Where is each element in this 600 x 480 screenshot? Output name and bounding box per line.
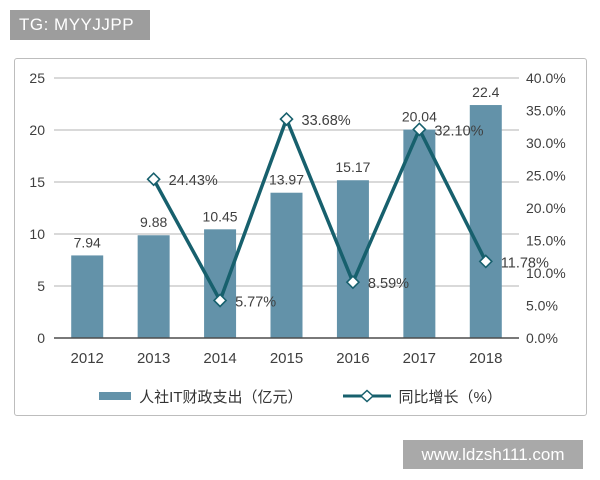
line-value-label: 33.68% [302, 113, 351, 129]
bar-2017 [403, 129, 436, 338]
legend-line-label: 同比增长（%） [398, 388, 502, 406]
line-diamond-icon [342, 389, 391, 403]
bar-value-label: 9.88 [140, 214, 167, 230]
x-axis-label: 2016 [336, 350, 369, 367]
right-axis-tick-label: 25.0% [526, 168, 566, 184]
x-axis-label: 2013 [137, 350, 170, 367]
line-marker-diamond [212, 293, 228, 308]
line-value-label: 8.59% [368, 276, 409, 292]
x-axis-label: 2018 [469, 350, 502, 367]
chart-legend: 人社IT财政支出（亿元） 同比增长（%） [15, 385, 586, 407]
legend-item-line: 同比增长（%） [342, 386, 502, 407]
line-marker-diamond [412, 122, 427, 137]
bar-value-label: 22.4 [472, 84, 499, 100]
line-marker-diamond [146, 172, 161, 187]
bar-2012 [71, 255, 104, 338]
x-axis-label: 2012 [71, 350, 104, 367]
bar-value-label: 7.94 [74, 234, 101, 250]
right-axis-tick-label: 35.0% [526, 103, 566, 119]
x-axis-label: 2014 [203, 350, 236, 367]
tg-tag-badge: TG: MYYJJPP [10, 10, 151, 40]
left-axis-tick-label: 10 [29, 226, 45, 242]
right-axis-tick-label: 20.0% [526, 200, 566, 216]
line-marker-diamond [345, 275, 361, 290]
bar-value-label: 15.17 [335, 159, 370, 175]
left-axis-tick-label: 20 [29, 122, 45, 138]
line-marker-diamond [478, 254, 493, 269]
left-axis-tick-label: 0 [37, 330, 45, 346]
line-value-label: 5.77% [235, 294, 276, 310]
bar-value-label: 20.04 [402, 109, 437, 125]
x-axis-label: 2017 [403, 350, 436, 367]
bar-value-label: 10.45 [203, 208, 238, 224]
bar-swatch-icon [99, 392, 132, 400]
chart-card: 0 5 10 15 20 25 0.0% 5.0% 10.0% 15.0% 20.0% 25.0% 30… [14, 58, 587, 416]
left-axis-tick-label: 15 [29, 174, 45, 190]
bar-2015 [270, 192, 303, 338]
line-value-label: 32.10% [434, 123, 483, 139]
right-axis-tick-label: 10.0% [526, 265, 566, 281]
bar-value-label: 13.97 [269, 172, 304, 188]
left-axis-tick-label: 5 [37, 278, 45, 294]
site-watermark: www.ldzsh111.com [403, 440, 583, 469]
legend-diamond-marker [359, 389, 374, 403]
right-axis-tick-label: 30.0% [526, 135, 566, 151]
left-axis-tick-label: 25 [29, 70, 45, 86]
line-value-label: 11.78% [501, 255, 549, 271]
legend-bar-label: 人社IT财政支出（亿元） [139, 388, 303, 406]
right-axis-tick-label: 15.0% [526, 233, 566, 249]
bar-2018 [469, 105, 502, 338]
right-axis-tick-label: 5.0% [526, 298, 558, 314]
line-marker-diamond [279, 111, 294, 127]
x-axis-label: 2015 [270, 350, 303, 367]
right-axis-tick-label: 40.0% [526, 70, 566, 86]
growth-line [152, 114, 488, 305]
line-value-label: 24.43% [169, 173, 218, 189]
bar-2013 [137, 235, 170, 338]
legend-item-bar: 人社IT财政支出（亿元） [99, 386, 303, 407]
right-axis-tick-label: 0.0% [526, 330, 558, 346]
combo-chart: 0 5 10 15 20 25 0.0% 5.0% 10.0% 15.0% 20.0% 25.0% 30… [29, 70, 566, 367]
